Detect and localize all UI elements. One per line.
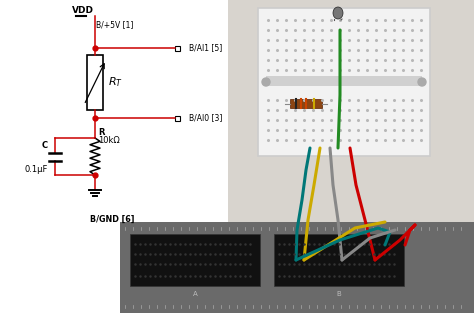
Bar [266, 76, 422, 86]
Text: B/GND [6]: B/GND [6] [90, 215, 135, 224]
Bar [290, 99, 322, 108]
Text: B/+5V [1]: B/+5V [1] [96, 20, 133, 29]
Bar [120, 222, 474, 313]
Text: A: A [192, 291, 197, 297]
Bar [258, 8, 430, 156]
Text: 10kΩ: 10kΩ [98, 136, 120, 145]
Text: $R_T$: $R_T$ [108, 75, 123, 89]
Bar [175, 115, 180, 121]
Text: C: C [42, 141, 48, 151]
Text: VDD: VDD [72, 6, 94, 15]
Text: 0.1μF: 0.1μF [25, 165, 48, 173]
Ellipse shape [333, 7, 343, 19]
Bar [87, 55, 103, 110]
Ellipse shape [418, 78, 426, 86]
Ellipse shape [262, 78, 270, 86]
Text: B/AI0 [3]: B/AI0 [3] [189, 114, 222, 122]
Text: R: R [98, 128, 104, 137]
Bar [175, 45, 180, 50]
Bar [274, 234, 404, 286]
Text: B/AI1 [5]: B/AI1 [5] [189, 44, 222, 53]
Bar [228, 0, 474, 222]
Text: B: B [337, 291, 341, 297]
Bar [130, 234, 260, 286]
